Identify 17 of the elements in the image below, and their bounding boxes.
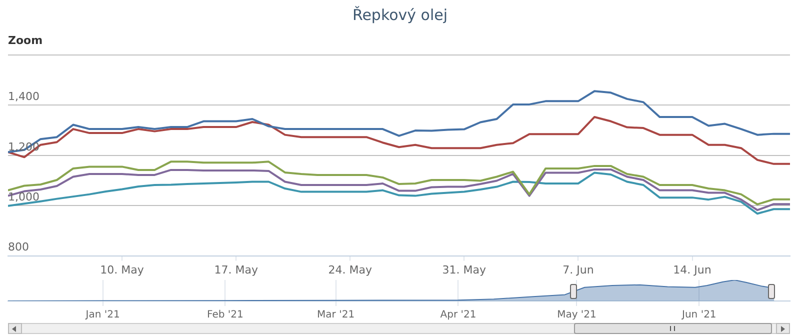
y-tick-label: 1,400: [8, 90, 40, 104]
x-tick-label: Jun '21: [681, 310, 716, 321]
x-tick-label: Mar '21: [317, 310, 355, 321]
x-tick-label: Apr '21: [440, 310, 476, 321]
x-tick-label: 24. May: [328, 263, 372, 276]
x-tick-label: 7. Jun: [562, 263, 594, 276]
x-tick-label: Jan '21: [84, 310, 120, 321]
chart-title: Řepkový olej: [351, 6, 449, 24]
x-tick-label: 17. May: [214, 263, 258, 276]
x-tick-label: Feb '21: [207, 310, 244, 321]
x-tick-label: 31. May: [442, 263, 487, 276]
y-tick-label: 1,000: [8, 190, 40, 204]
y-tick-label: 800: [8, 240, 29, 254]
x-tick-label: 14. Jun: [673, 263, 712, 276]
x-tick-label: 10. May: [100, 263, 144, 276]
x-tick-label: May '21: [557, 310, 596, 321]
text: Zoom: [8, 34, 43, 47]
